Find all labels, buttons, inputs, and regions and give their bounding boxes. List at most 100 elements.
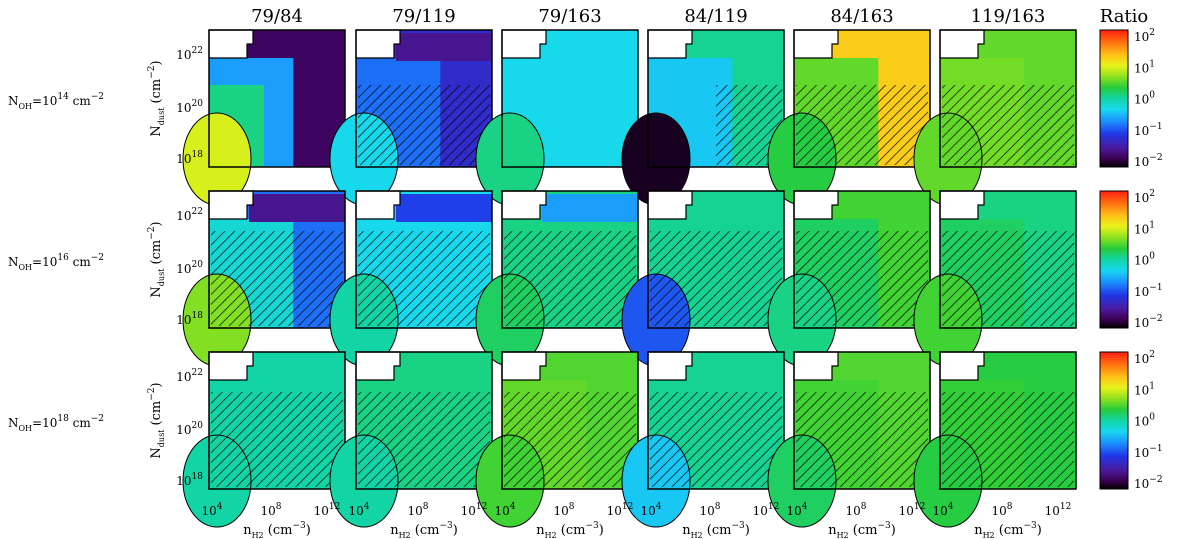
colorbar-tick-label: 102 bbox=[1134, 350, 1155, 366]
panel-frame bbox=[355, 190, 493, 329]
contour-panel bbox=[913, 190, 1077, 367]
hatched-region bbox=[650, 392, 782, 487]
excluded-region bbox=[939, 29, 985, 59]
excluded-region bbox=[647, 29, 693, 59]
excluded-region bbox=[501, 351, 547, 381]
x-axis-label: nH2 (cm−3) bbox=[536, 521, 604, 539]
panel-frame bbox=[939, 29, 1077, 168]
x-axis-label: nH2 (cm−3) bbox=[682, 521, 750, 539]
colorbar-tick-label: 101 bbox=[1134, 59, 1155, 75]
x-axis-label: nH2 (cm−3) bbox=[828, 521, 896, 539]
colorbar bbox=[1099, 29, 1129, 168]
y-tick-label: 1020 bbox=[176, 260, 203, 276]
panel-frame bbox=[647, 190, 785, 329]
panel-frame bbox=[208, 190, 346, 329]
x-tick-label: 1012 bbox=[314, 502, 341, 518]
row-label: NOH=1018 cm−2 bbox=[8, 414, 104, 433]
row-label: NOH=1016 cm−2 bbox=[8, 253, 104, 272]
region-fill bbox=[396, 194, 492, 222]
x-tick-label: 1012 bbox=[753, 502, 780, 518]
column-title: 79/119 bbox=[392, 6, 455, 27]
y-tick-label: 1020 bbox=[176, 99, 203, 115]
contour-panel bbox=[767, 190, 931, 367]
x-tick-label: 1012 bbox=[461, 502, 488, 518]
column-title: 84/163 bbox=[830, 6, 893, 27]
contour-panel bbox=[913, 351, 1077, 528]
excluded-region bbox=[939, 190, 985, 220]
excluded-region bbox=[208, 29, 254, 59]
hatched-region bbox=[796, 392, 928, 487]
colorbar-tick-label: 10−1 bbox=[1134, 444, 1163, 460]
hatched-region bbox=[942, 231, 1074, 326]
hatched-region bbox=[211, 231, 343, 326]
hatched-region bbox=[650, 231, 782, 326]
colorbar-tick-label: 101 bbox=[1134, 381, 1155, 397]
contour-panel bbox=[621, 29, 785, 206]
panel-frame bbox=[939, 190, 1077, 329]
region-fill bbox=[249, 194, 345, 222]
column-title: 84/119 bbox=[684, 6, 747, 27]
y-tick-label: 1022 bbox=[176, 46, 203, 62]
y-tick-label: 1018 bbox=[176, 150, 203, 166]
contour-panel bbox=[621, 351, 785, 528]
column-title: 79/163 bbox=[538, 6, 601, 27]
x-tick-label: 104 bbox=[494, 502, 515, 518]
panel-frame bbox=[501, 351, 639, 490]
colorbar bbox=[1099, 190, 1129, 329]
hatched-region bbox=[942, 392, 1074, 487]
colorbar-tick-label: 102 bbox=[1134, 28, 1155, 44]
colorbar-tick-label: 100 bbox=[1134, 91, 1155, 107]
panel-frame bbox=[793, 29, 931, 168]
x-tick-label: 104 bbox=[640, 502, 661, 518]
column-title: 119/163 bbox=[971, 6, 1046, 27]
hatched-region bbox=[942, 85, 1074, 165]
x-tick-label: 104 bbox=[786, 502, 807, 518]
region-fill bbox=[396, 33, 492, 61]
excluded-region bbox=[793, 351, 839, 381]
region-fill bbox=[542, 194, 638, 222]
excluded-region bbox=[939, 351, 985, 381]
panel-frame bbox=[501, 190, 639, 329]
x-tick-label: 108 bbox=[553, 502, 574, 518]
hatched-region bbox=[358, 85, 490, 165]
excluded-region bbox=[501, 190, 547, 220]
contour-panel bbox=[767, 351, 931, 528]
x-tick-label: 108 bbox=[845, 502, 866, 518]
y-tick-label: 1018 bbox=[176, 311, 203, 327]
hatched-region bbox=[504, 231, 636, 326]
colorbar-tick-label: 100 bbox=[1134, 413, 1155, 429]
y-axis-label: Ndust (cm−2) bbox=[147, 382, 166, 458]
panel-frame bbox=[208, 29, 346, 168]
colorbar-title: Ratio bbox=[1100, 6, 1149, 27]
column-title: 79/84 bbox=[251, 6, 303, 27]
colorbar bbox=[1099, 351, 1129, 490]
excluded-region bbox=[355, 29, 401, 59]
excluded-region bbox=[208, 351, 254, 381]
panel-frame bbox=[208, 351, 346, 490]
panel-frame bbox=[501, 29, 639, 168]
excluded-region bbox=[208, 190, 254, 220]
colorbar-tick-label: 10−2 bbox=[1134, 153, 1163, 169]
panel-frame bbox=[939, 351, 1077, 490]
y-tick-label: 1018 bbox=[176, 472, 203, 488]
colorbar-tick-label: 101 bbox=[1134, 220, 1155, 236]
excluded-region bbox=[793, 29, 839, 59]
x-tick-label: 1012 bbox=[607, 502, 634, 518]
panel-frame bbox=[647, 29, 785, 168]
contour-panel bbox=[182, 29, 346, 206]
hatched-region bbox=[796, 231, 928, 326]
y-axis-label: Ndust (cm−2) bbox=[147, 221, 166, 297]
x-axis-label: nH2 (cm−3) bbox=[243, 521, 311, 539]
x-tick-label: 1012 bbox=[899, 502, 926, 518]
panel-frame bbox=[355, 29, 493, 168]
contour-panel bbox=[475, 29, 639, 206]
contour-panel bbox=[182, 351, 346, 528]
y-axis-label: Ndust (cm−2) bbox=[147, 60, 166, 136]
y-tick-label: 1020 bbox=[176, 421, 203, 437]
contour-panel bbox=[913, 29, 1077, 206]
contour-panel bbox=[182, 190, 346, 367]
contour-panel bbox=[329, 29, 493, 206]
hatched-region bbox=[358, 392, 490, 487]
contour-panel bbox=[475, 190, 639, 367]
